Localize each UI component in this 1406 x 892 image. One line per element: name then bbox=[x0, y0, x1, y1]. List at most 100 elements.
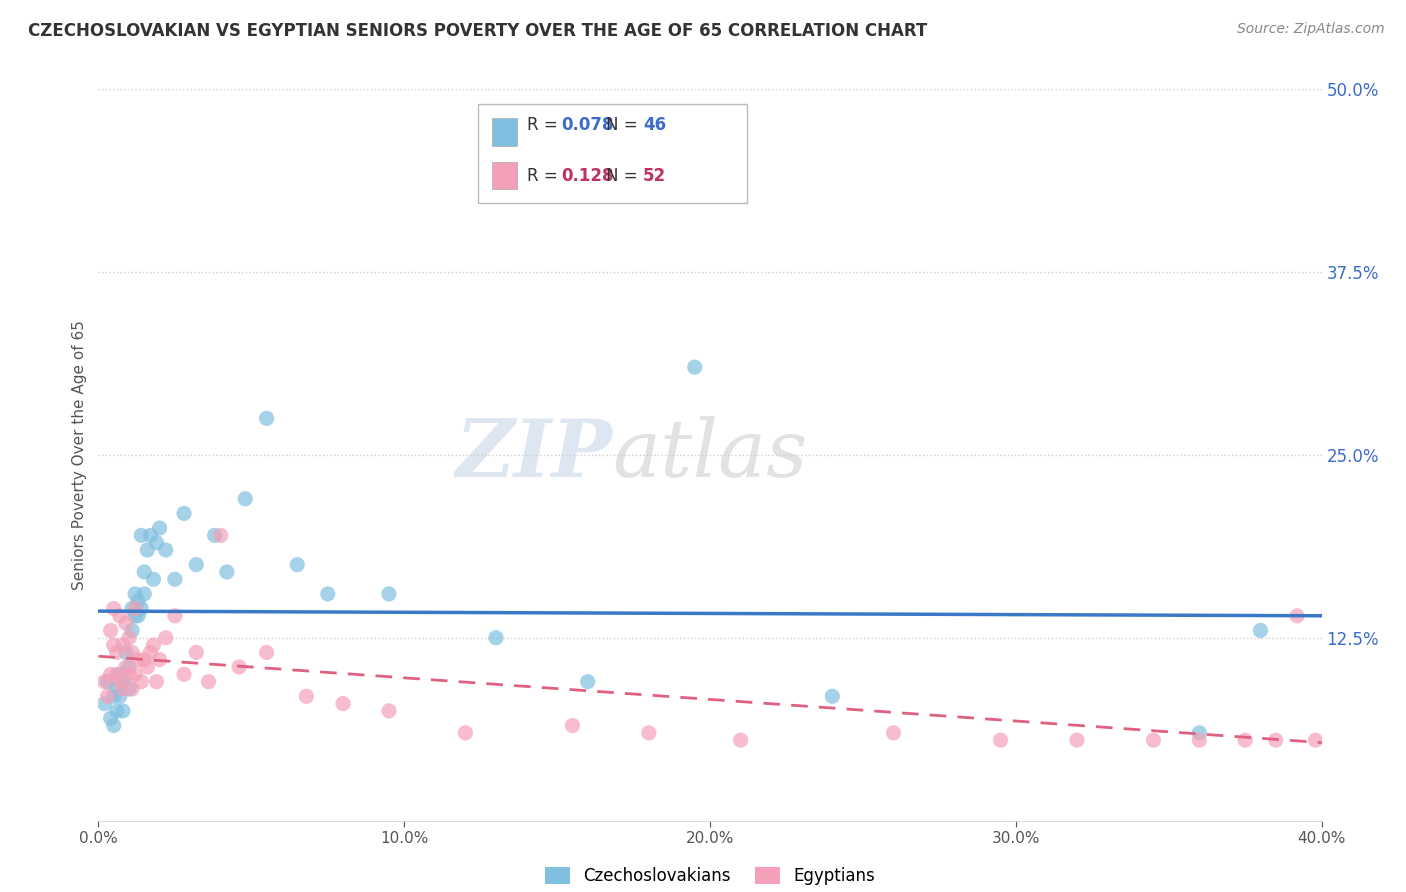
Point bbox=[142, 638, 165, 652]
Text: 0.128: 0.128 bbox=[561, 167, 613, 185]
Point bbox=[111, 704, 134, 718]
Point bbox=[332, 697, 354, 711]
Point bbox=[173, 667, 195, 681]
Point bbox=[256, 645, 278, 659]
Point bbox=[124, 608, 146, 623]
Point bbox=[233, 491, 256, 506]
Point bbox=[124, 667, 146, 681]
Point bbox=[1234, 733, 1257, 747]
Point bbox=[129, 528, 152, 542]
Point bbox=[100, 711, 122, 725]
Point bbox=[1249, 624, 1271, 638]
Point bbox=[118, 631, 141, 645]
Point bbox=[134, 565, 156, 579]
Point bbox=[105, 704, 128, 718]
Text: 0.078: 0.078 bbox=[561, 116, 613, 134]
Point bbox=[173, 507, 195, 521]
Point bbox=[163, 608, 186, 623]
Point bbox=[155, 631, 177, 645]
Point bbox=[108, 667, 131, 681]
Point bbox=[149, 521, 172, 535]
Point bbox=[145, 535, 167, 549]
Point bbox=[127, 653, 149, 667]
Point bbox=[129, 601, 152, 615]
Point bbox=[285, 558, 308, 572]
Point bbox=[124, 601, 146, 615]
Point bbox=[883, 726, 905, 740]
Text: CZECHOSLOVAKIAN VS EGYPTIAN SENIORS POVERTY OVER THE AGE OF 65 CORRELATION CHART: CZECHOSLOVAKIAN VS EGYPTIAN SENIORS POVE… bbox=[28, 22, 928, 40]
Point bbox=[127, 594, 149, 608]
Point bbox=[485, 631, 508, 645]
Point bbox=[111, 681, 134, 696]
Point bbox=[637, 726, 661, 740]
Point bbox=[103, 690, 125, 704]
Text: ZIP: ZIP bbox=[456, 417, 612, 493]
Point bbox=[1142, 733, 1164, 747]
Point bbox=[316, 587, 339, 601]
Point bbox=[121, 681, 143, 696]
Point bbox=[295, 690, 318, 704]
Point bbox=[115, 645, 138, 659]
Text: Source: ZipAtlas.com: Source: ZipAtlas.com bbox=[1237, 22, 1385, 37]
Text: N =: N = bbox=[606, 167, 643, 185]
Point bbox=[124, 587, 146, 601]
Point bbox=[204, 528, 226, 542]
FancyBboxPatch shape bbox=[478, 103, 747, 202]
Point bbox=[118, 681, 141, 696]
Point bbox=[134, 587, 156, 601]
Point bbox=[127, 608, 149, 623]
Legend: Czechoslovakians, Egyptians: Czechoslovakians, Egyptians bbox=[544, 867, 876, 886]
Point bbox=[1188, 726, 1211, 740]
Point bbox=[100, 667, 122, 681]
Text: atlas: atlas bbox=[612, 417, 807, 493]
Point bbox=[139, 528, 162, 542]
Point bbox=[730, 733, 752, 747]
Point bbox=[105, 667, 128, 681]
Point bbox=[100, 624, 122, 638]
Point bbox=[118, 667, 141, 681]
Point bbox=[378, 704, 401, 718]
Point bbox=[108, 674, 131, 689]
Point bbox=[186, 645, 208, 659]
Text: R =: R = bbox=[526, 167, 562, 185]
Point bbox=[197, 674, 219, 689]
Point bbox=[93, 674, 115, 689]
Point bbox=[1305, 733, 1327, 747]
Point bbox=[111, 674, 134, 689]
Point bbox=[149, 653, 172, 667]
Point bbox=[142, 572, 165, 586]
Point bbox=[108, 608, 131, 623]
Point bbox=[136, 543, 159, 558]
Point bbox=[990, 733, 1012, 747]
Point bbox=[103, 601, 125, 615]
Point bbox=[121, 624, 143, 638]
Point bbox=[576, 674, 599, 689]
Point bbox=[105, 645, 128, 659]
Point bbox=[1188, 733, 1211, 747]
Point bbox=[561, 718, 583, 732]
Point bbox=[186, 558, 208, 572]
Point bbox=[115, 616, 138, 631]
Point bbox=[163, 572, 186, 586]
Point bbox=[1264, 733, 1286, 747]
Point bbox=[118, 660, 141, 674]
Point bbox=[209, 528, 232, 542]
Point bbox=[378, 587, 401, 601]
Point bbox=[108, 690, 131, 704]
Point bbox=[115, 660, 138, 674]
Text: R =: R = bbox=[526, 116, 562, 134]
Point bbox=[683, 360, 706, 375]
Point bbox=[103, 718, 125, 732]
Text: 46: 46 bbox=[643, 116, 666, 134]
Point bbox=[1286, 608, 1309, 623]
Point bbox=[821, 690, 844, 704]
Point bbox=[145, 674, 167, 689]
Point bbox=[155, 543, 177, 558]
Point bbox=[111, 638, 134, 652]
FancyBboxPatch shape bbox=[492, 161, 517, 189]
Point bbox=[454, 726, 477, 740]
Point bbox=[129, 674, 152, 689]
Point bbox=[1066, 733, 1088, 747]
Point bbox=[256, 411, 278, 425]
Point bbox=[105, 681, 128, 696]
